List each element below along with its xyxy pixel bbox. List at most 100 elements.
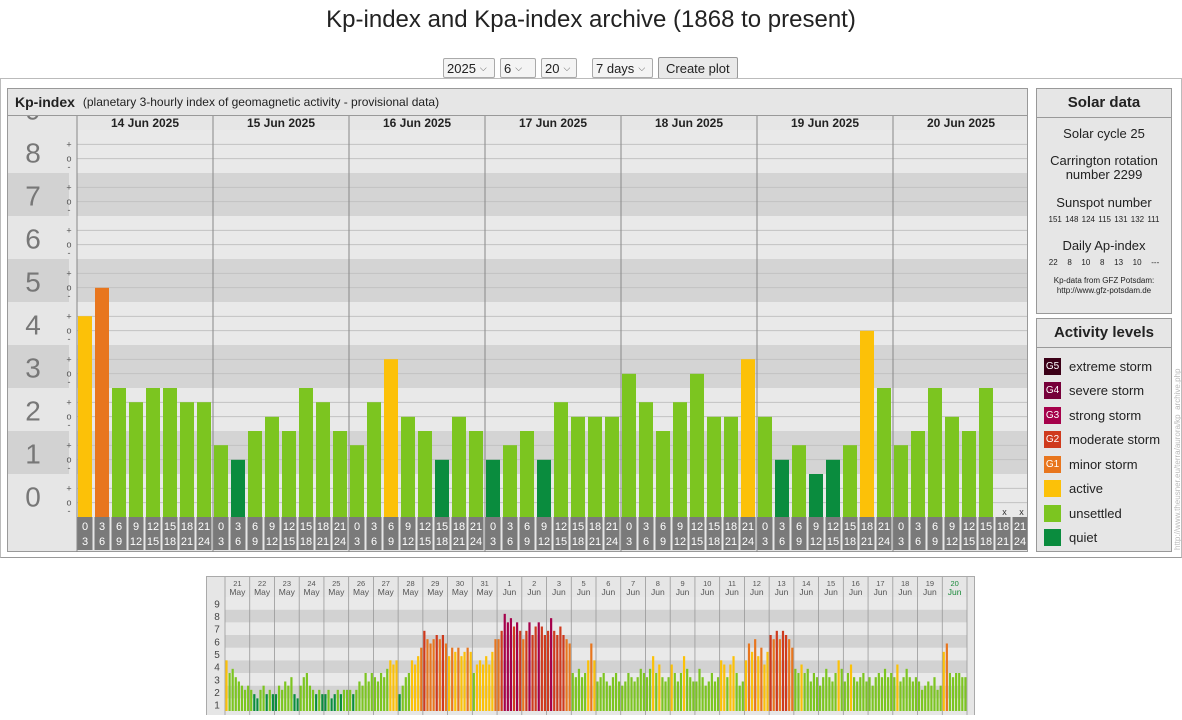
overview-bar: [723, 664, 726, 711]
overview-bar: [698, 668, 701, 711]
overview-bar: [927, 681, 930, 711]
overview-bar: [905, 668, 908, 711]
overview-bar: [618, 681, 621, 711]
overview-bar: [259, 689, 262, 711]
interval-end-label: 6: [779, 536, 785, 548]
minor-tick-mark: +: [66, 225, 71, 235]
plot-heading: Kp-index: [15, 94, 75, 110]
overview-bar: [277, 685, 281, 711]
overview-bar: [469, 651, 472, 711]
interval-end-label: 3: [490, 536, 496, 548]
overview-bar: [673, 673, 676, 711]
overview-bar: [315, 694, 318, 711]
solar-heading: Solar data: [1037, 89, 1171, 118]
overview-bar: [611, 677, 615, 711]
month-select[interactable]: 6 ⌵: [500, 58, 536, 78]
y-tick-label: 2: [214, 688, 220, 699]
kp-bar: [197, 402, 211, 517]
overview-bar: [605, 681, 608, 711]
interval-end-label: 15: [283, 536, 295, 548]
level-label: severe storm: [1069, 383, 1145, 399]
overview-bar: [336, 689, 339, 711]
interval-label-bg: [808, 517, 824, 550]
interval-end-label: 21: [453, 536, 465, 548]
overview-bar: [429, 643, 432, 711]
overview-month-label: Jun: [849, 587, 863, 597]
overview-bar: [231, 668, 234, 711]
span-select[interactable]: 7 days ⌵: [592, 58, 653, 78]
overview-bar: [485, 656, 488, 711]
kp-bar: [877, 388, 891, 517]
day-select[interactable]: 20 ⌵: [541, 58, 577, 78]
overview-panel: 1 2 3 4 5 6 7 8 9 21 May 22 May 23 May 24 May 25 May 26 May 2…: [206, 576, 975, 715]
overview-bar: [880, 677, 884, 711]
interval-label-bg: [655, 517, 671, 550]
overview-bar: [540, 626, 543, 711]
interval-start-label: 18: [317, 521, 329, 533]
overview-bar: [435, 635, 438, 711]
overview-bar: [936, 689, 939, 711]
kp-bar: [435, 459, 449, 517]
interval-end-label: 12: [810, 536, 822, 548]
level-label: strong storm: [1069, 407, 1142, 423]
create-plot-button[interactable]: Create plot: [658, 57, 738, 79]
interval-end-label: 6: [371, 536, 377, 548]
interval-start-label: 0: [898, 521, 904, 533]
year-select[interactable]: 2025 ⌵: [443, 58, 495, 78]
overview-month-label: Jun: [700, 587, 714, 597]
overview-bar: [822, 677, 825, 711]
interval-start-label: 0: [82, 521, 88, 533]
interval-end-label: 21: [997, 536, 1009, 548]
overview-bar: [754, 639, 757, 711]
kp-bar: [452, 416, 466, 517]
overview-bar: [444, 643, 448, 711]
page-title: Kp-index and Kpa-index archive (1868 to …: [326, 6, 856, 33]
interval-label-bg: [638, 517, 654, 550]
interval-start-label: 9: [949, 521, 955, 533]
interval-end-label: 24: [334, 536, 346, 548]
activity-levels-panel: Activity levels G5 extreme storm G4 severe …: [1036, 318, 1172, 552]
interval-label-bg: [196, 517, 212, 550]
interval-label-bg: [519, 517, 535, 550]
kp-bar: [163, 388, 177, 517]
overview-bar: [265, 694, 268, 711]
minor-tick-mark: -: [68, 248, 71, 258]
day-header-bg: [621, 116, 757, 130]
kp-bar: [741, 359, 755, 517]
interval-end-label: 21: [181, 536, 193, 548]
overview-bar: [911, 681, 914, 711]
interval-start-label: 6: [116, 521, 122, 533]
overview-bar: [271, 694, 274, 711]
interval-end-label: 24: [606, 536, 618, 548]
overview-bar: [831, 681, 834, 711]
interval-end-label: 18: [436, 536, 448, 548]
day-value: 20: [545, 60, 560, 76]
day-header-bg: [485, 116, 621, 130]
overview-bar: [825, 668, 828, 711]
overview-bar: [321, 694, 324, 711]
overview-bar: [636, 677, 639, 711]
interval-end-label: 9: [116, 536, 122, 548]
overview-bar: [531, 635, 534, 711]
overview-bar: [333, 694, 336, 711]
interval-start-label: 18: [997, 521, 1009, 533]
overview-bar: [281, 689, 284, 711]
level-swatch: G1: [1044, 455, 1061, 473]
overview-month-label: May: [452, 587, 469, 597]
kp-bar: [265, 416, 279, 517]
minor-tick-mark: o: [66, 197, 71, 207]
interval-start-label: 6: [524, 521, 530, 533]
overview-day-label: 29: [431, 579, 439, 588]
interval-end-label: 18: [708, 536, 720, 548]
overview-bar: [383, 677, 386, 711]
overview-bar: [682, 656, 686, 711]
ap-label: Daily Ap-index: [1062, 238, 1146, 253]
solar-data-panel: Solar data Solar cycle 25 Carrington rot…: [1036, 88, 1172, 314]
interval-end-label: 12: [538, 536, 550, 548]
interval-start-label: 15: [708, 521, 720, 533]
overview-bar: [800, 664, 803, 711]
overview-bar: [543, 635, 547, 711]
interval-end-label: 18: [300, 536, 312, 548]
overview-bar: [877, 673, 880, 711]
overview-bar: [862, 673, 865, 711]
